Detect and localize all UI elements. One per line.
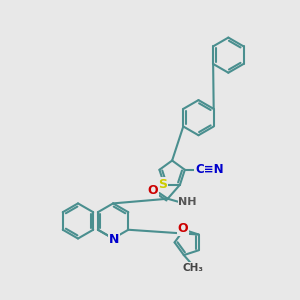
Text: CH₃: CH₃ [183, 263, 204, 273]
Text: NH: NH [178, 197, 197, 207]
Text: O: O [178, 222, 188, 235]
Text: C≡N: C≡N [195, 163, 224, 176]
Text: N: N [109, 233, 119, 246]
Text: S: S [158, 178, 167, 191]
Text: O: O [147, 184, 158, 197]
